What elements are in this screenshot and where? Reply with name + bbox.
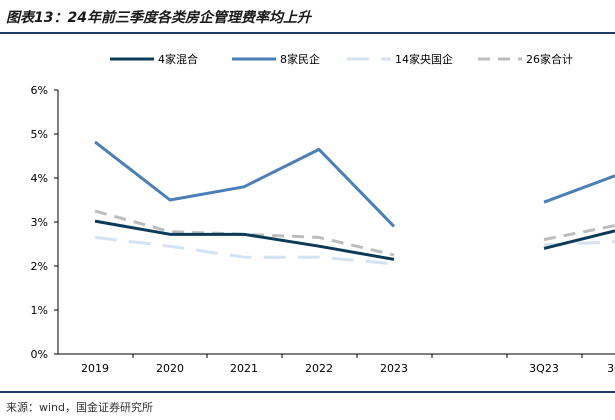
- line-chart: 4家混合 8家民企 14家央国企 26家合计 0% 1% 2% 3% 4% 5% 6% 2019 20…: [31, 52, 615, 375]
- series-segment: [94, 235, 395, 266]
- x-tick-label: 3Q23: [529, 362, 559, 375]
- series-line: [94, 140, 615, 228]
- y-tick-label: 4%: [31, 172, 48, 185]
- series-line: [94, 235, 615, 266]
- figure-header: 图表13：24年前三季度各类房企管理费率均上升: [0, 0, 615, 30]
- y-tick-label: 1%: [31, 304, 48, 317]
- x-tick-label: 2023: [380, 362, 408, 375]
- series-segment: [94, 219, 395, 261]
- chart-axes: 0% 1% 2% 3% 4% 5% 6% 2019 2020 2021 2022 2023 3Q23 3Q: [31, 84, 615, 375]
- title-divider: [0, 32, 615, 34]
- series-segment: [543, 174, 615, 204]
- series-segment: [543, 224, 615, 242]
- y-tick-label: 2%: [31, 260, 48, 273]
- series-line: [94, 219, 615, 261]
- chart-series: [94, 140, 615, 266]
- legend-label: 14家央国企: [395, 52, 453, 66]
- legend-label: 4家混合: [158, 52, 198, 66]
- series-segment: [94, 140, 396, 228]
- y-tick-label: 0%: [31, 348, 48, 361]
- figure-source: 来源：wind，国金证券研究所: [6, 401, 154, 414]
- y-tick-label: 5%: [31, 128, 48, 141]
- chart-legend: 4家混合 8家民企 14家央国企 26家合计: [110, 52, 573, 66]
- x-tick-label: 2021: [230, 362, 258, 375]
- y-tick-label: 6%: [31, 84, 48, 97]
- x-tick-label: 2019: [81, 362, 109, 375]
- y-tick-label: 3%: [31, 216, 48, 229]
- legend-label: 26家合计: [526, 52, 573, 66]
- series-segment: [543, 229, 615, 250]
- legend-label: 8家民企: [280, 52, 320, 66]
- x-tick-label: 3Q: [607, 362, 615, 375]
- x-tick-label: 2020: [156, 362, 184, 375]
- source-divider: [0, 391, 615, 393]
- x-tick-label: 2022: [305, 362, 333, 375]
- figure-title: 图表13：24年前三季度各类房企管理费率均上升: [6, 10, 311, 26]
